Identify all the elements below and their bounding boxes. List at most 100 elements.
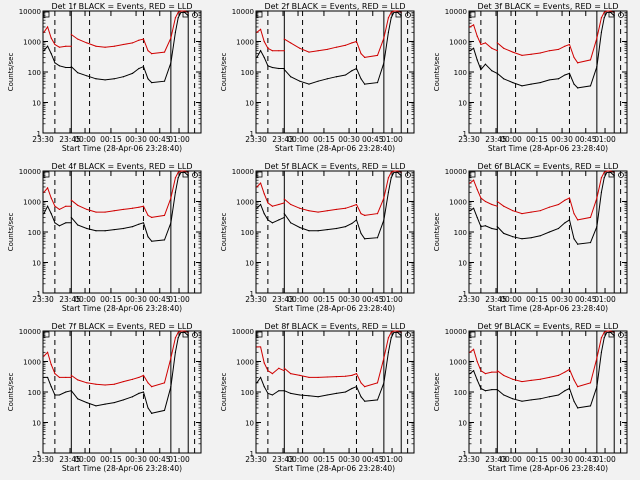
x-tick-label: 01:00 [168, 455, 190, 464]
data-point-events [180, 171, 182, 173]
data-point-lld [65, 205, 67, 207]
y-axis-label: Counts/sec [433, 213, 441, 252]
x-tick-label: 00:15 [100, 295, 122, 304]
data-point-lld [609, 330, 612, 332]
series-line-lld [577, 170, 615, 221]
y-tick-label: 100 [28, 69, 41, 77]
data-point-lld [180, 170, 182, 172]
data-point-lld [496, 371, 498, 373]
data-point-lld [104, 211, 106, 213]
data-point-events [512, 398, 514, 400]
data-point-events [131, 396, 134, 398]
data-point-events [70, 216, 72, 219]
data-point-events [596, 226, 598, 228]
data-point-events [335, 227, 337, 230]
series-line-lld [284, 38, 366, 58]
data-point-events [138, 223, 140, 225]
data-point-events [163, 239, 166, 241]
data-point-lld [180, 330, 182, 332]
data-point-events [142, 391, 145, 393]
data-point-events [606, 171, 608, 173]
series-line-events [70, 65, 153, 83]
series-line-events [577, 331, 615, 409]
data-point-lld [491, 203, 493, 206]
data-point-lld [290, 42, 292, 44]
y-tick-label: 100 [454, 389, 467, 397]
data-point-lld [299, 47, 301, 49]
data-point-lld [263, 193, 265, 195]
data-point-lld [326, 376, 328, 378]
data-point-lld [577, 219, 579, 221]
data-point-lld [77, 379, 79, 381]
data-point-events [147, 407, 149, 409]
panel-det-8: Det 8f BLACK = Events, RED = LLD 1 10 100 10… [220, 322, 415, 473]
data-point-events [259, 376, 262, 379]
data-point-lld [177, 171, 179, 173]
data-point-lld [521, 380, 523, 383]
data-point-events [65, 222, 67, 224]
x-tick-label: 23:30 [32, 295, 54, 304]
y-tick-label: 10 [32, 100, 41, 108]
data-point-lld [317, 211, 319, 213]
data-point-events [58, 65, 61, 67]
data-point-lld [122, 43, 124, 46]
corner-marker [182, 11, 189, 18]
plot-frame [255, 170, 415, 294]
data-point-events [271, 222, 274, 224]
data-point-events [151, 81, 153, 84]
data-point-lld [283, 370, 285, 372]
y-tick-label: 10 [458, 420, 467, 428]
chart-title: Det 9f BLACK = Events, RED = LLD [477, 322, 618, 331]
data-point-lld [177, 11, 179, 13]
data-point-lld [539, 52, 541, 54]
data-point-events [147, 78, 149, 80]
series-line-lld [256, 28, 285, 52]
x-tick-label: 01:00 [381, 295, 403, 304]
data-point-lld [283, 198, 285, 200]
data-point-lld [564, 199, 566, 201]
x-axis-label: Start Time (28-Apr-06 23:28:40) [488, 464, 608, 473]
data-point-lld [131, 378, 134, 380]
data-point-events [174, 351, 177, 353]
data-point-events [299, 394, 301, 396]
x-tick-label: 00:00 [287, 135, 309, 144]
data-point-lld [503, 374, 505, 377]
data-point-events [503, 394, 505, 396]
data-point-events [503, 78, 505, 80]
data-point-events [577, 87, 579, 89]
data-point-lld [496, 200, 498, 203]
data-point-events [360, 78, 362, 80]
series-line-lld [43, 25, 72, 48]
data-point-events [376, 237, 379, 239]
series-line-lld [364, 170, 402, 216]
data-point-lld [46, 351, 49, 353]
series-line-events [496, 72, 579, 89]
data-point-lld [95, 45, 97, 47]
data-point-lld [86, 42, 88, 44]
y-axis-label: Counts/sec [433, 53, 441, 92]
data-point-events [351, 70, 353, 72]
panel-det-6: Det 6f BLACK = Events, RED = LLD 1 10 100 10… [433, 162, 628, 313]
data-point-events [484, 225, 487, 227]
data-point-lld [58, 208, 61, 211]
x-tick-label: 00:15 [313, 295, 335, 304]
data-point-lld [113, 210, 115, 212]
data-point-lld [521, 213, 523, 215]
panel-det-2: Det 2f BLACK = Events, RED = LLD 1 10 100 10… [220, 2, 415, 153]
data-point-events [344, 74, 347, 76]
y-axis-label: Counts/sec [7, 373, 15, 412]
data-point-lld [568, 368, 571, 371]
y-tick-label: 1 [37, 450, 41, 458]
data-point-lld [480, 197, 482, 199]
data-point-events [512, 236, 514, 238]
data-point-lld [70, 205, 72, 207]
data-point-events [539, 398, 541, 400]
x-tick-label: 00:15 [526, 455, 548, 464]
data-point-events [326, 394, 328, 396]
data-point-lld [600, 337, 603, 339]
data-point-lld [480, 43, 482, 46]
data-point-lld [589, 59, 592, 61]
data-point-events [267, 65, 269, 67]
data-point-events [573, 83, 575, 85]
data-point-events [469, 373, 471, 375]
